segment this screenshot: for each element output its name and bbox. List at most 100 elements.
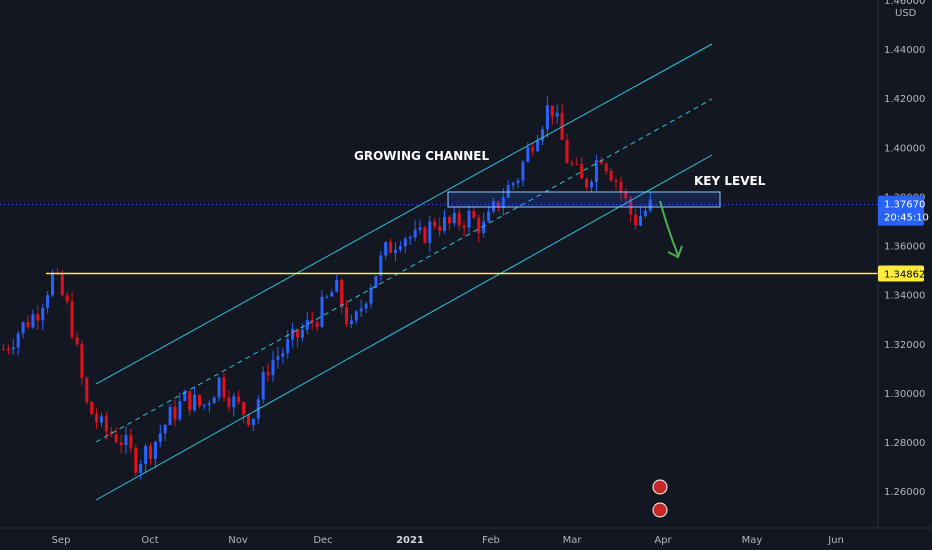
candle-body [643, 210, 647, 216]
candle-body [16, 333, 20, 348]
candle-body [296, 329, 299, 338]
candle-body [247, 414, 250, 425]
candle-body [217, 377, 221, 398]
time-tick-label: Dec [313, 535, 332, 546]
candle-body [550, 105, 554, 117]
candle-body [114, 434, 118, 443]
candle-body [85, 377, 89, 403]
candle-body [11, 347, 15, 350]
candle-body [614, 180, 618, 182]
candle-body [26, 322, 30, 328]
candle-body [345, 307, 348, 325]
channel-median-line [95, 98, 713, 443]
time-tick-label: 2021 [396, 535, 424, 546]
candle-body [330, 292, 334, 297]
price-tick-label: 1.42000 [884, 94, 925, 105]
candle-body [46, 295, 50, 308]
candle-body [75, 337, 79, 345]
price-tick-label: 1.26000 [884, 487, 925, 498]
candle-body [232, 396, 236, 408]
candle-body [521, 161, 525, 181]
events-markers[interactable] [652, 479, 668, 518]
candle-body [619, 181, 623, 192]
price-tick-label: 1.28000 [884, 438, 925, 449]
countdown-label: 20:45:10 [884, 213, 929, 224]
candle-body [452, 212, 456, 224]
candle-body [398, 246, 402, 250]
candle-body [21, 322, 25, 334]
candle-body [134, 447, 138, 473]
candle-body [124, 435, 128, 446]
price-tick-label: 1.46000 [884, 0, 925, 7]
candle-body [580, 163, 584, 179]
price-tick-label: 1.34000 [884, 291, 925, 302]
channel-upper-line [95, 43, 713, 385]
candle-body [438, 226, 442, 231]
candle-body [222, 377, 226, 398]
candle-body [359, 308, 363, 312]
candle-body [291, 329, 295, 340]
candle-body [144, 446, 148, 464]
down-arrow-head [667, 245, 683, 259]
candle-body [109, 431, 113, 435]
candlestick-series [2, 96, 652, 480]
time-tick-label: Apr [654, 535, 672, 546]
candle-body [389, 242, 393, 254]
candle-body [139, 463, 143, 473]
candle-body [531, 147, 535, 152]
candle-body [462, 225, 466, 228]
time-axis[interactable]: Sep Oct Nov Dec 2021 Feb Mar Apr May Jun [52, 535, 844, 546]
candle-body [227, 397, 231, 408]
candle-body [119, 442, 123, 446]
candle-body [286, 339, 290, 354]
price-tags: 1.37670 20:45:10 1.34862 [878, 195, 929, 282]
candle-body [100, 416, 103, 423]
candle-body [384, 242, 388, 256]
support-price-label: 1.34862 [884, 270, 925, 281]
candle-body [541, 129, 544, 141]
candle-body [276, 356, 280, 360]
candle-body [129, 435, 133, 448]
candle-body [648, 199, 652, 211]
time-tick-label: Jun [827, 535, 844, 546]
price-tick-label: 1.30000 [884, 389, 925, 400]
candle-body [423, 227, 427, 243]
event-flag-icon[interactable] [652, 479, 668, 495]
channel-annotation: GROWING CHANNEL [354, 149, 489, 163]
candle-body [457, 212, 461, 226]
candle-body [266, 371, 270, 376]
candle-body [433, 221, 437, 227]
candle-body [251, 418, 255, 425]
price-tick-label: 1.40000 [884, 143, 925, 154]
candle-body [487, 211, 491, 222]
candle-body [173, 406, 177, 420]
down-arrow [659, 200, 679, 256]
time-tick-label: Sep [52, 535, 71, 546]
candle-body [2, 348, 5, 350]
candle-body [149, 446, 152, 459]
candle-body [379, 255, 383, 276]
candle-body [153, 441, 157, 459]
candle-body [506, 185, 510, 198]
candle-body [604, 163, 608, 172]
event-flag-icon[interactable] [652, 502, 668, 518]
candle-body [501, 197, 505, 208]
candle-body [467, 210, 471, 228]
time-tick-label: May [742, 535, 763, 546]
candle-body [492, 201, 495, 212]
candle-body [575, 163, 579, 165]
candle-body [403, 238, 407, 247]
currency-label: USD [895, 8, 917, 19]
candle-body [305, 319, 309, 330]
price-tick-label: 1.44000 [884, 45, 925, 56]
candle-body [590, 181, 593, 188]
candle-body [261, 371, 265, 400]
candle-body [634, 214, 638, 226]
candle-body [104, 416, 108, 432]
price-axis[interactable]: 1.460001.440001.420001.400001.380001.360… [884, 0, 925, 498]
key-level-annotation: KEY LEVEL [694, 174, 766, 188]
price-tick-label: 1.32000 [884, 340, 925, 351]
candle-body [95, 414, 99, 423]
time-tick-label: Nov [228, 535, 248, 546]
